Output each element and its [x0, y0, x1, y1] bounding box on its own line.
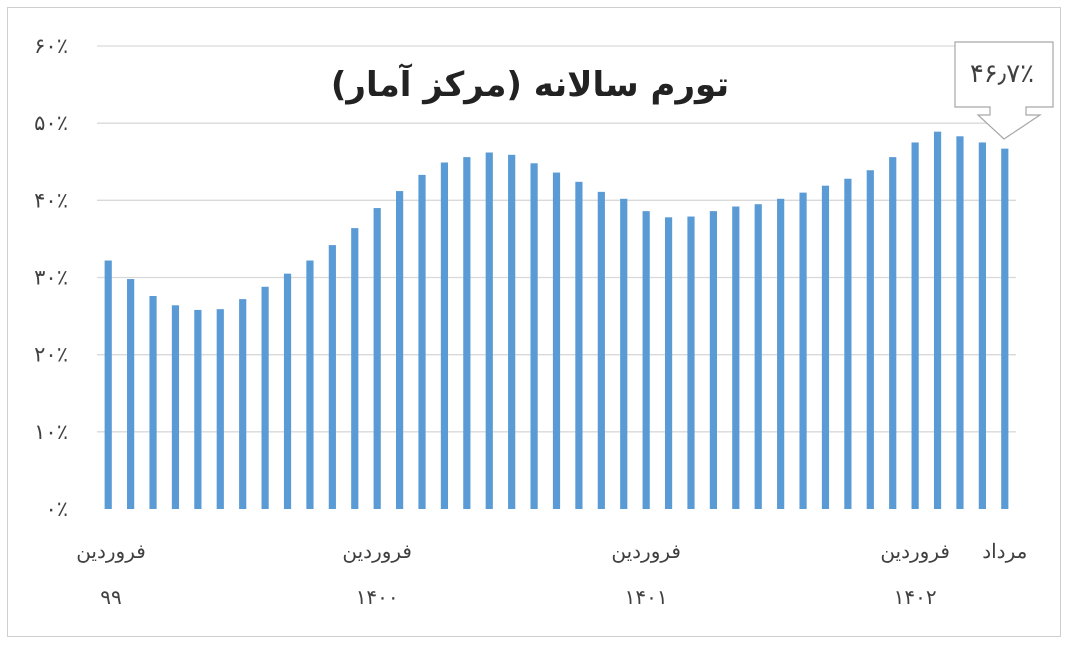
callout-box — [954, 41, 1054, 140]
x-tick-year: ۹۹ — [100, 585, 121, 609]
x-tick-label: فروردین — [880, 539, 950, 563]
bar — [216, 309, 224, 509]
bar — [978, 142, 986, 510]
bar — [777, 198, 785, 510]
bar — [687, 216, 695, 509]
bar — [956, 136, 964, 509]
bar — [149, 296, 157, 509]
x-tick-label: مرداد — [982, 539, 1027, 563]
bar — [709, 211, 718, 510]
x-tick-year: ۱۴۰۲ — [894, 585, 937, 609]
bar — [328, 245, 336, 509]
bar — [395, 191, 404, 509]
bar — [754, 204, 762, 510]
bar — [418, 174, 426, 509]
bar — [530, 163, 538, 509]
bar — [351, 228, 359, 509]
y-tick-label: ۲۰٪ — [34, 343, 68, 367]
bar — [575, 181, 583, 509]
bar — [127, 279, 135, 509]
bar — [552, 172, 561, 509]
bar — [642, 211, 650, 510]
x-axis: فروردین ۹۹ فروردین ۱۴۰۰ فروردین ۱۴۰۱ فروردین ۱۴… — [76, 539, 1027, 609]
bar — [485, 152, 493, 510]
bar — [844, 178, 852, 509]
x-tick-label: فروردین — [342, 539, 412, 563]
bar — [171, 305, 180, 509]
bar — [373, 208, 381, 510]
bar — [104, 260, 112, 509]
bar — [597, 191, 605, 509]
bar — [463, 157, 471, 509]
bar — [261, 286, 269, 509]
bar — [664, 217, 673, 509]
bar — [732, 206, 740, 510]
y-axis: ۰٪ ۱۰٪ ۲۰٪ ۳۰٪ ۴۰٪ ۵۰٪ ۶۰٪ — [34, 34, 68, 521]
bars — [104, 131, 1009, 510]
x-tick-label: فروردین — [611, 539, 681, 563]
chart-title: تورم سالانه (مرکز آمار) — [331, 63, 729, 105]
bar — [889, 157, 897, 509]
gridlines — [97, 45, 1016, 433]
bar — [911, 142, 919, 510]
y-tick-label: ۳۰٪ — [34, 266, 68, 290]
bar — [799, 192, 807, 509]
y-tick-label: ۱۰٪ — [34, 420, 68, 444]
bar — [933, 131, 942, 509]
callout: ۴۶٫۷٪ — [954, 41, 1054, 140]
x-tick-year: ۱۴۰۱ — [625, 585, 668, 609]
bar — [306, 260, 314, 509]
callout-label: ۴۶٫۷٪ — [970, 59, 1034, 89]
x-tick-year: ۱۴۰۰ — [356, 585, 399, 609]
bar — [821, 185, 830, 509]
bar — [866, 170, 874, 509]
bar — [283, 273, 292, 509]
y-tick-label: ۵۰٪ — [34, 111, 68, 135]
bar — [1001, 148, 1009, 510]
bar — [508, 154, 516, 509]
x-tick-label: فروردین — [76, 539, 146, 563]
y-tick-label: ۶۰٪ — [34, 34, 68, 58]
bar — [194, 309, 202, 509]
bar — [239, 299, 247, 509]
bar — [620, 198, 628, 510]
y-tick-label: ۴۰٪ — [34, 188, 68, 212]
bar — [440, 162, 449, 509]
y-tick-label: ۰٪ — [45, 497, 68, 521]
